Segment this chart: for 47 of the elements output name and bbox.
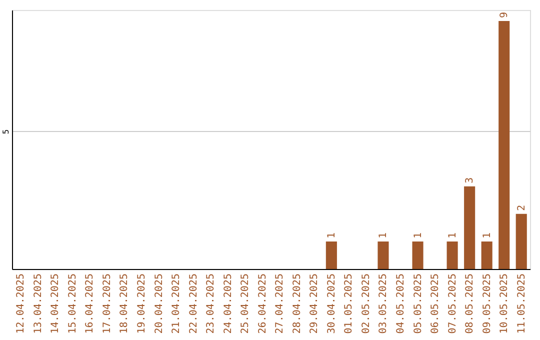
x-tick-label: 05.05.2025 [412, 274, 424, 334]
x-tick-label: 28.04.2025 [292, 274, 303, 334]
bar [498, 21, 510, 269]
x-tick-label: 02.05.2025 [360, 274, 372, 334]
bar [516, 214, 527, 269]
y-tick-label: 5 [2, 129, 10, 134]
bar [412, 241, 424, 269]
x-tick-label: 20.04.2025 [154, 274, 165, 334]
x-tick-label: 25.04.2025 [240, 274, 252, 334]
data-label: 1 [447, 232, 458, 238]
bar [326, 241, 337, 269]
bar [378, 241, 389, 269]
x-tick-label: 29.04.2025 [309, 274, 320, 334]
data-label: 1 [482, 232, 493, 238]
data-label: 3 [464, 177, 476, 184]
x-tick-label: 03.05.2025 [378, 274, 390, 334]
data-label: 1 [412, 232, 424, 238]
x-tick-label: 16.04.2025 [84, 274, 96, 334]
data-label: 1 [326, 232, 338, 238]
data-label: 9 [499, 12, 510, 18]
x-tick-label: 10.05.2025 [499, 274, 510, 334]
x-tick-label: 13.04.2025 [32, 274, 44, 334]
x-tick-label: 21.04.2025 [171, 274, 182, 334]
x-tick-label: 23.04.2025 [206, 274, 217, 334]
x-tick-label: 09.05.2025 [482, 274, 493, 334]
x-tick-label: 14.04.2025 [50, 274, 62, 334]
x-tick-label: 19.04.2025 [136, 274, 148, 334]
x-tick-label: 15.04.2025 [67, 274, 78, 334]
x-tick-label: 12.04.2025 [16, 274, 27, 334]
x-tick-label: 30.04.2025 [326, 274, 338, 334]
x-tick-label: 01.05.2025 [344, 274, 355, 334]
x-tick-label: 26.04.2025 [257, 274, 268, 334]
x-tick-label: 18.04.2025 [119, 274, 130, 334]
bar [481, 241, 492, 269]
x-tick-label: 08.05.2025 [464, 274, 476, 334]
x-tick-label: 06.05.2025 [430, 274, 442, 334]
x-tick-label: 27.04.2025 [274, 274, 286, 334]
x-tick-label: 24.04.2025 [222, 274, 234, 334]
x-tick-label: 04.05.2025 [396, 274, 406, 334]
x-tick-label: 17.04.2025 [102, 274, 113, 334]
x-tick-label: 22.04.2025 [188, 274, 200, 334]
x-tick-label: 07.05.2025 [447, 274, 458, 334]
bar [446, 241, 458, 269]
x-tick-label: 11.05.2025 [516, 274, 528, 334]
data-label: 1 [378, 232, 390, 238]
data-label: 2 [516, 204, 528, 211]
bar [464, 186, 476, 269]
